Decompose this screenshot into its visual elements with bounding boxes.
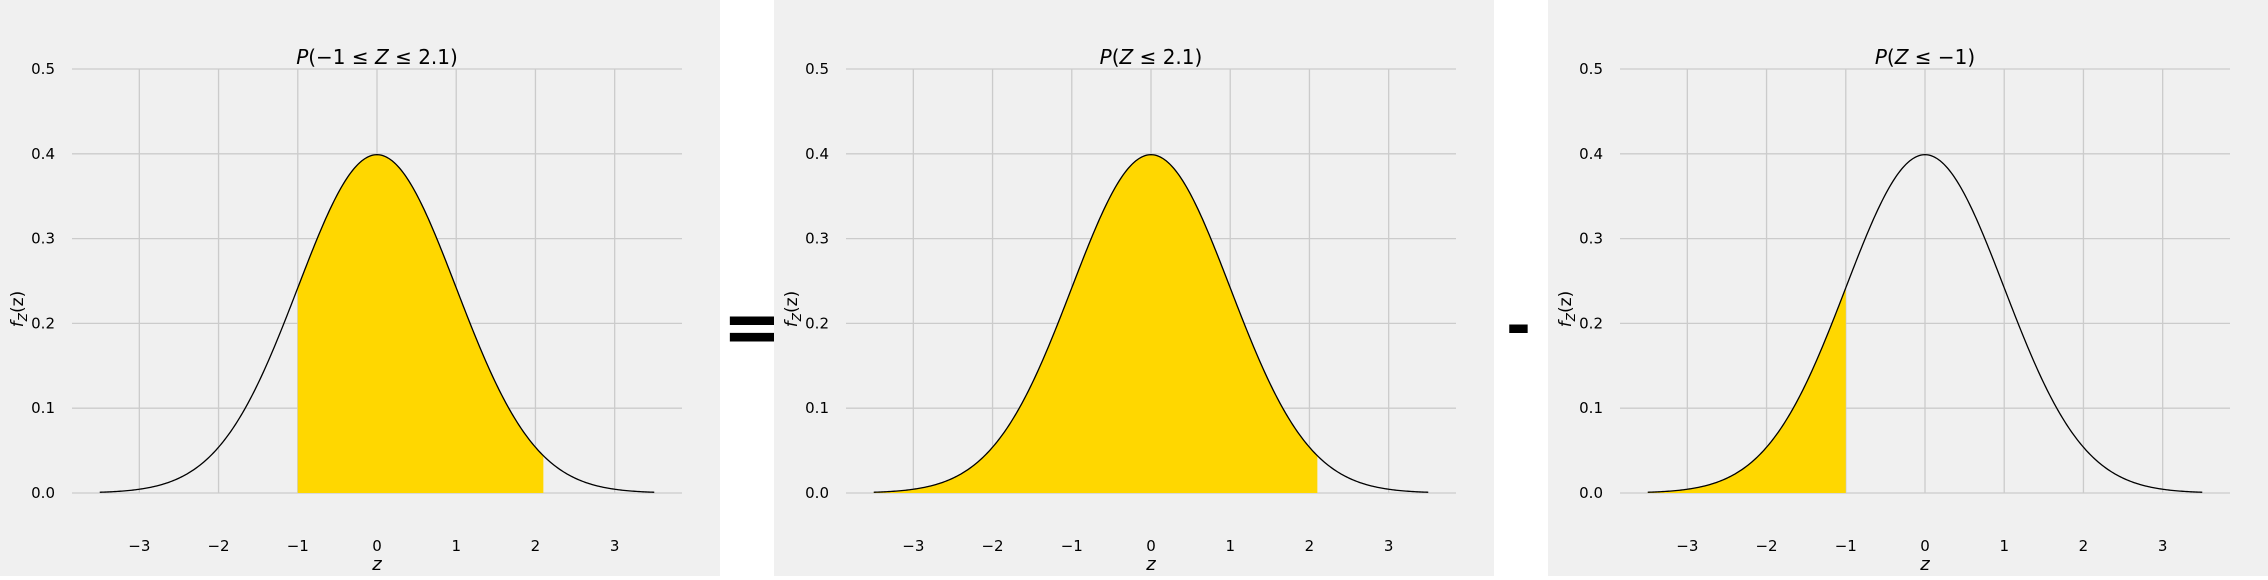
y-tick-label: 0.4 bbox=[805, 145, 829, 163]
shaded-area bbox=[873, 154, 1318, 493]
y-tick-label: 0.2 bbox=[31, 314, 55, 332]
grid bbox=[1620, 68, 2230, 494]
x-tick-label: −3 bbox=[902, 537, 924, 555]
title-part: ( bbox=[1112, 45, 1120, 69]
x-tick-label: −2 bbox=[1755, 537, 1777, 555]
x-tick-label: 1 bbox=[1999, 537, 2009, 555]
x-tick-label: −3 bbox=[1676, 537, 1698, 555]
x-tick-label: −1 bbox=[1061, 537, 1083, 555]
title-part: Z bbox=[374, 45, 390, 69]
y-tick-label: 0.5 bbox=[31, 60, 55, 78]
x-tick-label: −1 bbox=[287, 537, 309, 555]
chart-title: P(Z ≤ −1) bbox=[1875, 45, 1975, 69]
x-tick-label: 3 bbox=[610, 537, 620, 555]
y-tick-label: 0.5 bbox=[805, 60, 829, 78]
chart-1: −3 −2 −1 0 1 2 3 0.0 0.1 0.2 0.3 0.4 0.5 P(−1 ≤ Z ≤ 2… bbox=[8, 45, 682, 575]
pdf-curve bbox=[873, 154, 1429, 493]
title-part: ≤ 2.1) bbox=[1133, 45, 1202, 69]
ylabel-subscript: Z bbox=[16, 312, 30, 322]
y-tick-label: 0.1 bbox=[1579, 399, 1603, 417]
title-part: P bbox=[1875, 45, 1888, 69]
y-tick-label: 0.2 bbox=[805, 314, 829, 332]
x-tick-label: 1 bbox=[1225, 537, 1235, 555]
x-tick-label: −3 bbox=[128, 537, 150, 555]
title-part: (−1 ≤ bbox=[308, 45, 375, 69]
y-tick-label: 0.3 bbox=[31, 230, 55, 248]
x-axis-label: z bbox=[1919, 554, 1930, 575]
y-tick-label: 0.2 bbox=[1579, 314, 1603, 332]
x-tick-label: −1 bbox=[1835, 537, 1857, 555]
x-axis-label: z bbox=[371, 554, 382, 575]
title-part: ≤ −1) bbox=[1908, 45, 1975, 69]
x-tick-label: −2 bbox=[207, 537, 229, 555]
y-axis-label: fZ(z) bbox=[1556, 291, 1578, 327]
x-tick-label: 0 bbox=[1920, 537, 1930, 555]
ylabel-argument: (z) bbox=[1556, 291, 1576, 313]
minus-operator: - bbox=[1506, 291, 1531, 361]
y-tick-label: 0.3 bbox=[1579, 230, 1603, 248]
y-axis-label: fZ(z) bbox=[8, 291, 30, 327]
ylabel-subscript: Z bbox=[1564, 312, 1578, 322]
ylabel-f: f bbox=[1556, 318, 1576, 327]
y-axis-label: fZ(z) bbox=[782, 291, 804, 327]
chart-title: P(Z ≤ 2.1) bbox=[1100, 45, 1203, 69]
ylabel-f: f bbox=[782, 318, 802, 327]
x-tick-label: 0 bbox=[1146, 537, 1156, 555]
y-tick-label: 0.1 bbox=[805, 399, 829, 417]
title-part: P bbox=[296, 45, 309, 69]
y-tick-label: 0.0 bbox=[31, 484, 55, 502]
shaded-area bbox=[1647, 287, 1846, 493]
x-tick-label: 0 bbox=[372, 537, 382, 555]
ylabel-argument: (z) bbox=[8, 291, 28, 313]
x-tick-label: 3 bbox=[2158, 537, 2168, 555]
ylabel-f: f bbox=[8, 318, 28, 327]
y-tick-label: 0.5 bbox=[1579, 60, 1603, 78]
y-tick-label: 0.4 bbox=[31, 145, 55, 163]
chart-panel-1: −3 −2 −1 0 1 2 3 0.0 0.1 0.2 0.3 0.4 0.5 P(−1 ≤ Z ≤ 2… bbox=[0, 0, 720, 576]
x-tick-label: 3 bbox=[1384, 537, 1394, 555]
chart-3: −3 −2 −1 0 1 2 30.00.10.20.30.40.5 P(Z ≤ −1)zfZ… bbox=[1556, 45, 2230, 575]
y-tick-label: 0.0 bbox=[805, 484, 829, 502]
chart-title: P(−1 ≤ Z ≤ 2.1) bbox=[296, 45, 458, 69]
x-tick-label: 1 bbox=[451, 537, 461, 555]
title-part: Z bbox=[1119, 45, 1135, 69]
equals-operator: = bbox=[722, 284, 785, 370]
y-tick-label: 0.3 bbox=[805, 230, 829, 248]
title-part: P bbox=[1100, 45, 1113, 69]
title-part: ( bbox=[1887, 45, 1895, 69]
title-part: ≤ 2.1) bbox=[389, 45, 458, 69]
x-tick-label: 2 bbox=[1305, 537, 1315, 555]
title-part: Z bbox=[1894, 45, 1910, 69]
pdf-curve bbox=[99, 154, 655, 493]
x-tick-label: 2 bbox=[2079, 537, 2089, 555]
ylabel-argument: (z) bbox=[782, 291, 802, 313]
ylabel-subscript: Z bbox=[790, 312, 804, 322]
chart-panel-2: −3 −2 −1 0 1 2 3 0.0 0.1 0.2 0.3 0.4 0.5 P(Z ≤ 2.1) z f… bbox=[774, 0, 1494, 576]
pdf-curve bbox=[1647, 154, 2203, 493]
chart-2: −3 −2 −1 0 1 2 30.00.10.20.30.40.5 P(Z ≤ 2.1)zf… bbox=[782, 45, 1456, 575]
chart-panel-3: −3 −2 −1 0 1 2 3 0.0 0.1 0.2 0.3 0.4 0.5 P(Z ≤ −1) z fZ… bbox=[1548, 0, 2268, 576]
x-tick-label: 2 bbox=[531, 537, 541, 555]
y-tick-label: 0.1 bbox=[31, 399, 55, 417]
x-axis-label: z bbox=[1145, 554, 1156, 575]
y-tick-label: 0.0 bbox=[1579, 484, 1603, 502]
y-tick-label: 0.4 bbox=[1579, 145, 1603, 163]
x-tick-label: −2 bbox=[981, 537, 1003, 555]
shaded-area bbox=[297, 154, 544, 493]
